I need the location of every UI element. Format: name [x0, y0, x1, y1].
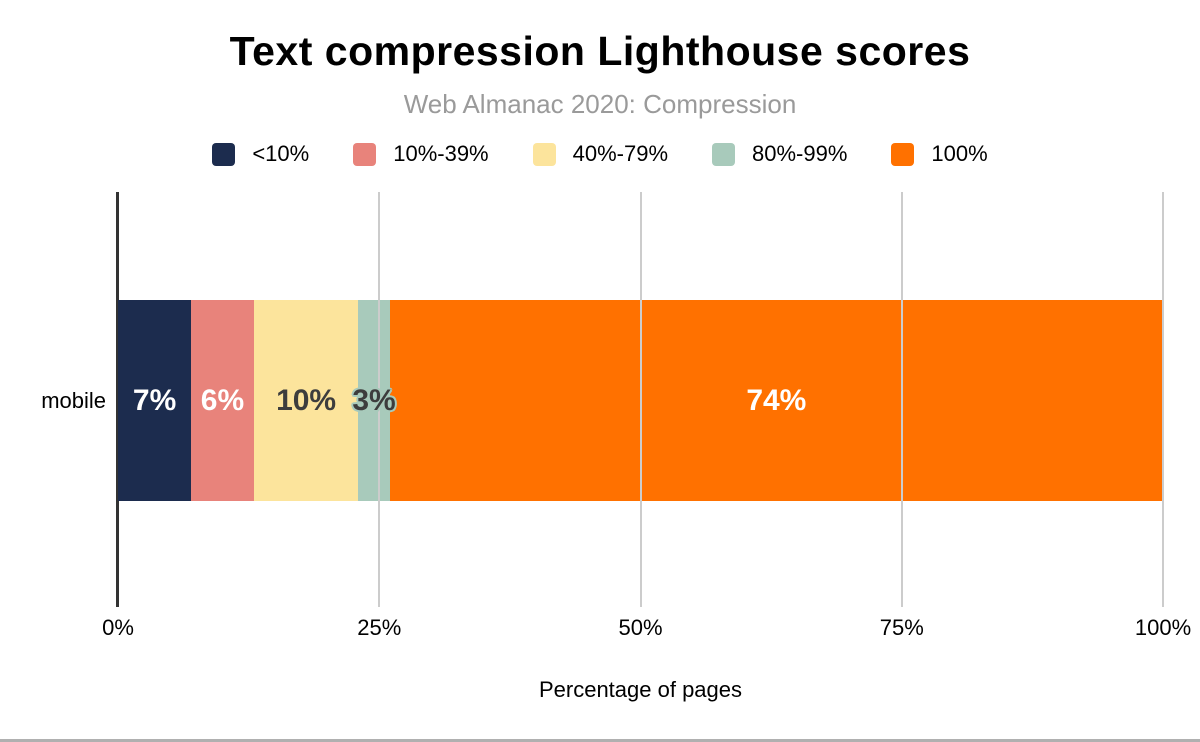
bottom-divider	[0, 739, 1200, 742]
bar-segment-value-label: 7%	[132, 383, 177, 417]
legend-swatch-icon	[891, 142, 915, 166]
gridline-25%	[378, 192, 381, 607]
bar-segment-value-label: 74%	[746, 383, 807, 417]
legend-item-1: 10%-39%	[353, 141, 489, 167]
legend-item-4: 100%	[891, 141, 988, 167]
legend-swatch-icon	[712, 142, 735, 166]
bar-segment-0: 7%	[118, 300, 192, 501]
category-label-mobile: mobile	[41, 388, 106, 413]
bar-segment-3: 3%	[352, 300, 396, 501]
legend-label: 100%	[931, 141, 988, 166]
bar-segment-4: 74%	[389, 300, 1163, 501]
legend-label: 40%-79%	[572, 141, 668, 166]
chart-title: Text compression Lighthouse scores	[229, 28, 971, 74]
legend-item-3: 80%-99%	[712, 141, 847, 167]
x-tick-label-0%: 0%	[102, 615, 134, 640]
gridline-100%	[1162, 192, 1164, 607]
stacked-bar-mobile: 7% 6% 10% 3% 74%	[118, 300, 1163, 501]
legend-item-2: 40%-79%	[532, 141, 668, 167]
y-axis-line	[116, 192, 119, 607]
x-axis-title: Percentage of pages	[538, 677, 743, 702]
bar-segment-2: 10%	[253, 300, 359, 501]
legend-swatch-icon	[532, 142, 556, 166]
x-tick-label-75%: 75%	[879, 615, 924, 640]
legend-label: <10%	[252, 141, 310, 166]
x-tick-label-25%: 25%	[357, 615, 402, 640]
gridline-75%	[900, 192, 903, 607]
bar-segment-value-label: 10%	[276, 383, 337, 417]
legend: <10% 10%-39% 40%-79% 80%-99% 100%	[0, 141, 1200, 167]
legend-label: 10%-39%	[393, 141, 489, 166]
legend-swatch-icon	[353, 142, 377, 166]
legend-swatch-icon	[212, 142, 236, 166]
bar-segment-value-label: 3%	[352, 383, 396, 417]
bar-segment-value-label: 6%	[200, 383, 245, 417]
x-tick-label-50%: 50%	[618, 615, 663, 640]
bar-segment-1: 6%	[191, 300, 254, 501]
chart-subtitle: Web Almanac 2020: Compression	[403, 89, 797, 119]
plot-area: 7% 6% 10% 3% 74%	[116, 192, 1164, 607]
gridline-50%	[639, 192, 642, 607]
legend-item-0: <10%	[212, 141, 309, 167]
legend-label: 80%-99%	[752, 141, 848, 166]
x-tick-label-100%: 100%	[1134, 615, 1192, 640]
